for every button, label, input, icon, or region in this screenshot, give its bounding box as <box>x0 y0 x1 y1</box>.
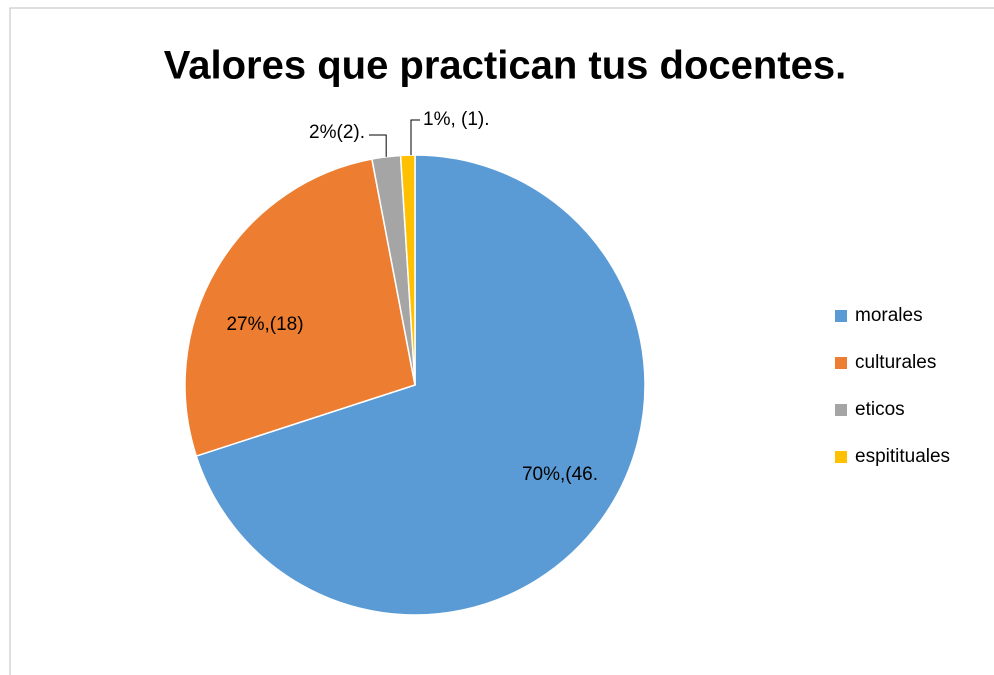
legend-label: morales <box>855 305 923 326</box>
legend-swatch <box>835 357 847 369</box>
legend-label: culturales <box>855 352 936 373</box>
pie-slice <box>399 154 416 386</box>
data-label: 27%,(18) <box>226 314 303 335</box>
legend-swatch <box>835 310 847 322</box>
data-label: 2%(2). <box>309 122 365 143</box>
chart-title: Valores que practican tus docentes. <box>164 44 846 88</box>
legend-swatch <box>835 404 847 416</box>
pie-slice <box>184 158 416 458</box>
legend-label: eticos <box>855 399 905 420</box>
pie-slice <box>195 154 646 616</box>
legend-swatch <box>835 451 847 463</box>
data-label: 70%,(46. <box>522 464 598 485</box>
legend-label: espitituales <box>855 446 950 467</box>
leader-line <box>410 119 420 156</box>
leader-line <box>369 134 387 157</box>
chart-border <box>9 7 994 675</box>
data-label: 1%, (1). <box>423 109 490 130</box>
